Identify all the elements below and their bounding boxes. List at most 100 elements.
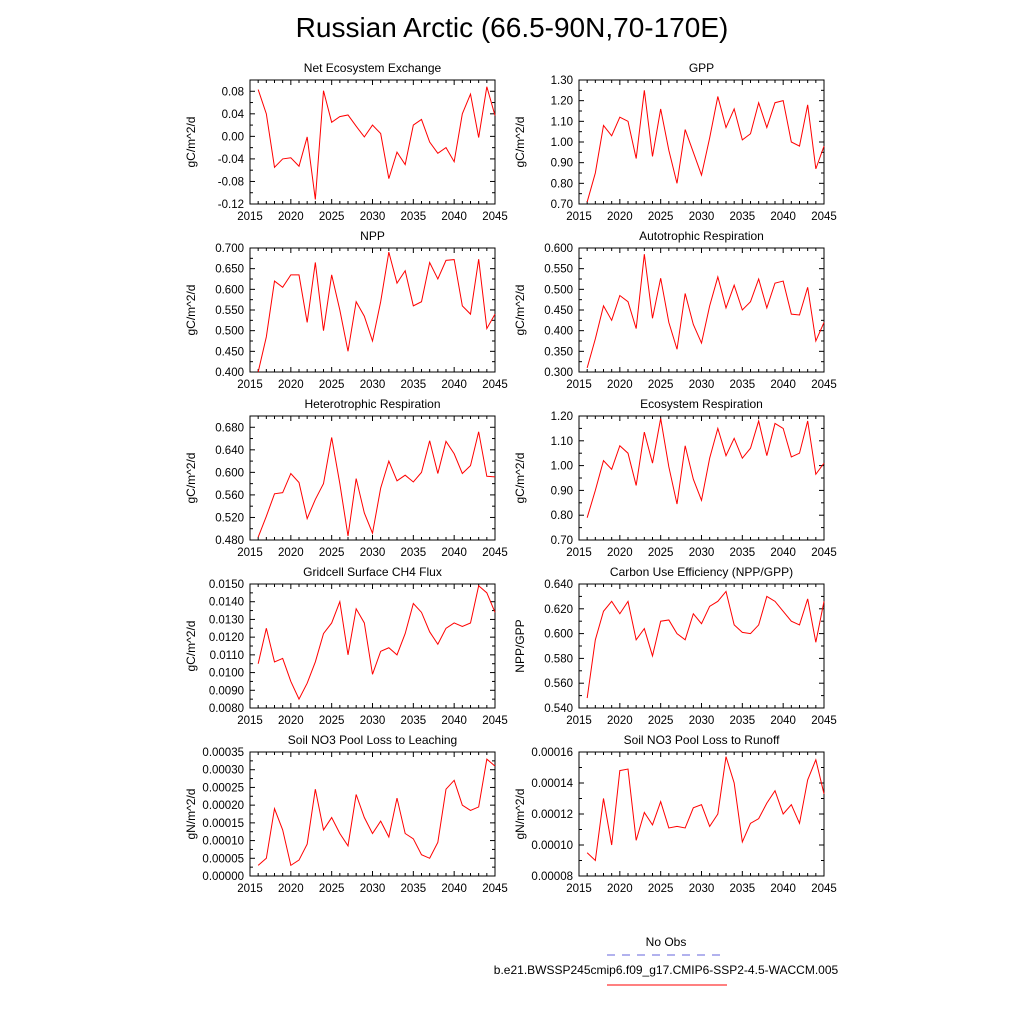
chart-title: NPP bbox=[360, 229, 385, 243]
chart-panel-5: Heterotrophic Respiration 0.480 0.520 0.560… bbox=[184, 397, 508, 559]
y-tick-label: 0.580 bbox=[544, 653, 573, 665]
plot-frame bbox=[578, 415, 825, 541]
x-tick-label: 2020 bbox=[278, 211, 304, 223]
x-tick-label: 2020 bbox=[607, 211, 633, 223]
y-axis-label: gC/m^2/d bbox=[184, 285, 198, 336]
x-tick-label: 2040 bbox=[441, 379, 467, 391]
figure-title: Russian Arctic (66.5-90N,70-170E) bbox=[295, 12, 729, 43]
y-tick-label: 0.450 bbox=[215, 346, 244, 358]
x-tick-label: 2035 bbox=[730, 883, 756, 895]
y-tick-label: 0.00030 bbox=[202, 765, 244, 777]
x-tick-label: 2025 bbox=[319, 715, 345, 727]
x-tick-label: 2015 bbox=[566, 547, 592, 559]
x-tick-label: 2015 bbox=[566, 379, 592, 391]
x-tick-label: 2030 bbox=[360, 547, 386, 559]
y-tick-label: 0.620 bbox=[544, 604, 573, 616]
x-tick-label: 2045 bbox=[482, 379, 508, 391]
x-tick-label: 2035 bbox=[401, 211, 427, 223]
chart-title: Ecosystem Respiration bbox=[640, 397, 763, 411]
x-tick-label: 2030 bbox=[360, 715, 386, 727]
x-tick-label: 2040 bbox=[770, 211, 796, 223]
x-tick-label: 2025 bbox=[319, 547, 345, 559]
y-tick-label: 0.500 bbox=[215, 326, 244, 338]
y-tick-label: 0.00000 bbox=[202, 871, 244, 883]
chart-title: Carbon Use Efficiency (NPP/GPP) bbox=[610, 565, 793, 579]
x-tick-label: 2025 bbox=[648, 379, 674, 391]
x-tick-label: 2035 bbox=[401, 715, 427, 727]
x-tick-label: 2040 bbox=[770, 547, 796, 559]
chart-panel-2: GPP 0.70 0.80 0.90 1.00 1.10 1.20 1.30 2015 2020 2… bbox=[513, 61, 837, 223]
x-tick-label: 2020 bbox=[278, 883, 304, 895]
x-tick-label: 2025 bbox=[319, 211, 345, 223]
y-tick-label: 0.550 bbox=[215, 305, 244, 317]
x-tick-label: 2030 bbox=[689, 379, 715, 391]
y-tick-label: 1.10 bbox=[551, 116, 573, 128]
chart-title: Autotrophic Respiration bbox=[639, 229, 764, 243]
y-axis-label: NPP/GPP bbox=[513, 619, 527, 672]
x-tick-label: 2020 bbox=[607, 547, 633, 559]
x-tick-label: 2030 bbox=[689, 715, 715, 727]
plot-frame bbox=[578, 751, 825, 877]
x-tick-label: 2045 bbox=[811, 547, 837, 559]
series-line bbox=[257, 431, 496, 538]
x-tick-label: 2045 bbox=[482, 547, 508, 559]
x-tick-label: 2025 bbox=[319, 379, 345, 391]
chart-panel-4: Autotrophic Respiration 0.300 0.350 0.400 0.… bbox=[513, 229, 837, 391]
y-axis-label: gC/m^2/d bbox=[184, 117, 198, 168]
series-line bbox=[257, 584, 496, 701]
y-axis-label: gN/m^2/d bbox=[513, 789, 527, 840]
chart-panel-9: Soil NO3 Pool Loss to Leaching 0.00000 0.0… bbox=[184, 733, 508, 895]
y-axis-label: gC/m^2/d bbox=[184, 453, 198, 504]
y-tick-label: 0.00015 bbox=[202, 818, 244, 830]
x-tick-label: 2025 bbox=[648, 883, 674, 895]
y-tick-label: 0.08 bbox=[222, 86, 244, 98]
x-tick-label: 2040 bbox=[441, 715, 467, 727]
chart-title: Gridcell Surface CH4 Flux bbox=[303, 565, 442, 579]
y-tick-label: 0.700 bbox=[215, 243, 244, 255]
y-tick-label: 0.0080 bbox=[209, 703, 244, 715]
y-tick-label: 1.20 bbox=[551, 96, 573, 108]
chart-title: GPP bbox=[689, 61, 714, 75]
y-tick-label: -0.08 bbox=[218, 176, 244, 188]
y-tick-label: 0.640 bbox=[215, 445, 244, 457]
y-tick-label: 0.00035 bbox=[202, 747, 244, 759]
y-tick-label: 0.00020 bbox=[202, 800, 244, 812]
y-tick-label: 0.600 bbox=[544, 629, 573, 641]
x-tick-label: 2015 bbox=[566, 211, 592, 223]
plot-frame bbox=[249, 751, 496, 877]
x-tick-label: 2035 bbox=[730, 715, 756, 727]
y-tick-label: 0.00012 bbox=[531, 809, 573, 821]
series-line bbox=[586, 590, 825, 699]
y-tick-label: -0.12 bbox=[218, 199, 244, 211]
x-tick-label: 2035 bbox=[401, 379, 427, 391]
series-line bbox=[586, 418, 825, 518]
x-tick-label: 2035 bbox=[730, 379, 756, 391]
x-tick-label: 2040 bbox=[770, 379, 796, 391]
y-tick-label: 0.680 bbox=[215, 422, 244, 434]
y-tick-label: 0.00008 bbox=[531, 871, 573, 883]
y-tick-label: 1.00 bbox=[551, 137, 573, 149]
y-tick-label: 0.600 bbox=[544, 243, 573, 255]
x-tick-label: 2040 bbox=[770, 883, 796, 895]
series-line bbox=[586, 756, 825, 862]
y-tick-label: 0.640 bbox=[544, 579, 573, 591]
chart-panel-10: Soil NO3 Pool Loss to Runoff 0.00008 0.000… bbox=[513, 733, 837, 895]
y-tick-label: 0.0090 bbox=[209, 685, 244, 697]
legend-obs-label: No Obs bbox=[646, 935, 687, 949]
y-tick-label: 0.90 bbox=[551, 158, 573, 170]
x-tick-label: 2030 bbox=[689, 211, 715, 223]
y-tick-label: 0.0110 bbox=[210, 650, 244, 662]
legend: No Obs b.e21.BWSSP245cmip6.f09_g17.CMIP6-… bbox=[494, 935, 839, 986]
y-tick-label: 0.0150 bbox=[209, 579, 244, 591]
series-line bbox=[586, 90, 825, 203]
x-tick-label: 2020 bbox=[278, 715, 304, 727]
y-tick-label: 0.500 bbox=[544, 284, 573, 296]
x-tick-label: 2035 bbox=[401, 883, 427, 895]
y-axis-label: gC/m^2/d bbox=[513, 117, 527, 168]
y-tick-label: 1.30 bbox=[551, 75, 573, 87]
x-tick-label: 2020 bbox=[278, 547, 304, 559]
y-tick-label: 0.00 bbox=[222, 131, 244, 143]
y-tick-label: 0.04 bbox=[222, 109, 245, 121]
x-tick-label: 2015 bbox=[237, 379, 263, 391]
